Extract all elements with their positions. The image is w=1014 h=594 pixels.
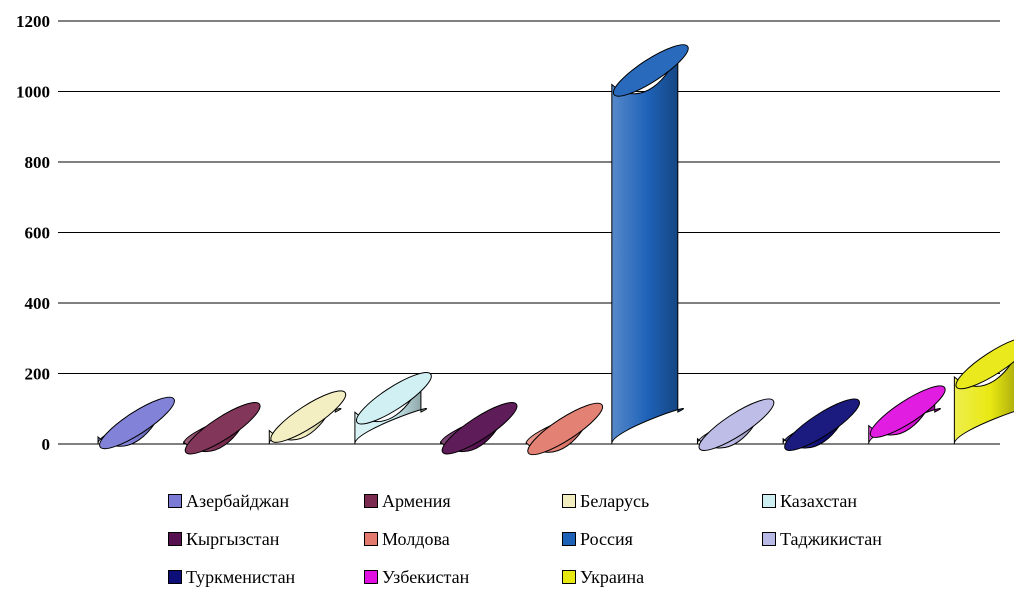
bar-top [441,402,518,455]
legend-label: Армения [382,490,451,511]
bar-5 [440,402,518,455]
legend-item: Туркменистан [168,566,295,588]
legend-swatch [364,532,378,546]
y-tick-label: 1000 [16,83,50,102]
bar-6 [525,402,604,456]
legend-label: Кыргызстан [186,528,280,549]
legend-item: Беларусь [562,490,649,512]
bar-top [527,402,604,456]
gridlines [58,20,1000,445]
bar-top [869,385,946,438]
bars [97,44,1014,456]
bar-7 [611,44,689,445]
bar-3 [268,390,347,445]
legend-item: Узбекистан [364,566,469,588]
legend-swatch [562,532,576,546]
bar-top [698,398,775,451]
y-tick-label: 0 [42,435,51,454]
bar-top [955,336,1014,390]
y-tick-label: 200 [25,365,51,384]
legend-item: Россия [562,528,633,550]
legend-label: Азербайджан [186,490,290,511]
legend-swatch [168,532,182,546]
legend-swatch [168,494,182,508]
legend-label: Молдова [382,528,450,549]
bar-top [784,398,860,451]
y-tick-label: 600 [25,224,51,243]
bar-body [611,52,684,445]
legend-item: Молдова [364,528,450,550]
legend-swatch [762,494,776,508]
legend-label: Узбекистан [382,566,470,587]
y-tick-label: 400 [25,294,51,313]
legend-swatch [562,570,576,584]
legend-swatch [562,494,576,508]
legend-item: Кыргызстан [168,528,279,550]
legend-item: Украина [562,566,644,588]
bar-9 [782,398,860,451]
legend-swatch [364,494,378,508]
bar-top [99,396,175,450]
legend-label: Казахстан [780,490,858,511]
bar-2 [183,402,261,455]
bar-top [356,372,432,425]
bar-8 [696,398,775,451]
legend-item: Азербайджан [168,490,289,512]
legend-item: Таджикистан [762,528,882,550]
legend-swatch [168,570,182,584]
bar-1 [97,396,175,450]
bar-body [953,357,1014,445]
bar-11 [953,336,1014,445]
y-tick-label: 1200 [16,12,50,31]
legend-swatch [364,570,378,584]
bar-top [612,44,689,97]
legend-label: Туркменистан [186,566,296,587]
legend-swatch [762,532,776,546]
legend-label: Украина [580,566,645,587]
y-axis-ticks: 0 200 400 600 800 1000 1200 [16,12,50,454]
bar-top [184,402,261,455]
legend-item: Армения [364,490,451,512]
bar-body [354,380,427,445]
y-tick-label: 800 [25,153,51,172]
legend-label: Таджикистан [780,528,882,549]
bar-top [270,390,347,443]
legend-item: Казахстан [762,490,857,512]
legend-label: Россия [580,528,633,549]
bar-10 [868,385,946,445]
bar-4 [354,372,432,445]
legend-label: Беларусь [580,490,650,511]
